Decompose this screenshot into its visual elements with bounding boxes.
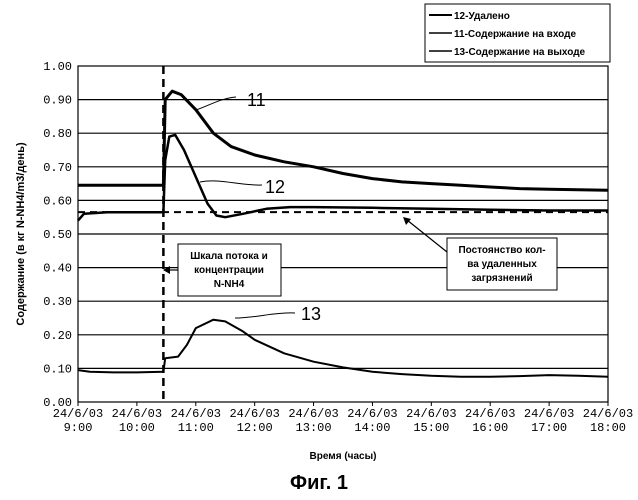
x-tick-time: 13:00: [296, 421, 332, 435]
annotation-constancy: Постоянство кол- ва удаленных загрязнени…: [403, 217, 557, 290]
x-tick-labels: 24/6/039:0024/6/0310:0024/6/0311:0024/6/…: [53, 402, 633, 435]
x-tick-time: 14:00: [354, 421, 390, 435]
x-tick-date: 24/6/03: [583, 407, 633, 421]
annotation-line: Шкала потока и: [190, 251, 268, 262]
x-tick-date: 24/6/03: [288, 407, 338, 421]
figure-caption: Фиг. 1: [0, 472, 638, 495]
annotation-line: Постоянство кол-: [458, 245, 545, 256]
y-tick-label: 0.20: [43, 329, 72, 343]
legend-entry-13: 13-Содержание на выходе: [454, 47, 586, 58]
x-tick-time: 9:00: [64, 421, 93, 435]
annotation-line: ва удаленных: [467, 259, 537, 270]
y-tick-label: 0.40: [43, 262, 72, 276]
annotation-line: загрязнений: [471, 273, 532, 284]
curve-label-12: 12: [200, 177, 285, 197]
y-tick-label: 0.80: [43, 127, 72, 141]
x-tick-time: 10:00: [119, 421, 155, 435]
x-tick-date: 24/6/03: [112, 407, 162, 421]
x-tick-time: 11:00: [178, 421, 214, 435]
legend-entry-12: 12-Удалено: [454, 11, 510, 22]
x-tick-time: 12:00: [237, 421, 273, 435]
x-tick-date: 24/6/03: [406, 407, 456, 421]
curve-label-13: 13: [235, 304, 321, 324]
legend: 12-Удалено 11-Содержание на входе 13-Сод…: [425, 4, 610, 62]
grid-lines: [78, 100, 608, 369]
series-line-12: [78, 135, 608, 221]
y-tick-label: 0.50: [43, 228, 72, 242]
x-tick-time: 15:00: [413, 421, 449, 435]
y-tick-label: 0.10: [43, 362, 72, 376]
svg-text:11: 11: [247, 90, 266, 110]
y-tick-label: 0.30: [43, 295, 72, 309]
y-tick-label: 0.60: [43, 194, 72, 208]
annotation-line: N-NH4: [214, 279, 245, 290]
y-tick-label: 0.70: [43, 161, 72, 175]
x-tick-time: 16:00: [472, 421, 508, 435]
x-tick-date: 24/6/03: [171, 407, 221, 421]
svg-text:12: 12: [265, 177, 285, 197]
y-tick-label: 1.00: [43, 60, 72, 74]
y-axis-label: Содержание (в кг N-NH4/m3/день): [15, 142, 27, 326]
y-tick-labels: 0.000.100.200.300.400.500.600.700.800.90…: [43, 60, 72, 410]
legend-entry-11: 11-Содержание на входе: [454, 29, 576, 40]
annotation-line: концентрации: [194, 265, 264, 276]
x-tick-time: 18:00: [590, 421, 626, 435]
x-axis-label: Время (часы): [310, 451, 377, 462]
x-tick-date: 24/6/03: [53, 407, 103, 421]
annotation-flow-scale: Шкала потока и концентрации N-NH4: [163, 244, 281, 296]
x-tick-date: 24/6/03: [347, 407, 397, 421]
y-tick-label: 0.90: [43, 94, 72, 108]
x-tick-date: 24/6/03: [465, 407, 515, 421]
x-tick-time: 17:00: [531, 421, 567, 435]
chart: 12-Удалено 11-Содержание на входе 13-Сод…: [0, 0, 638, 470]
svg-text:13: 13: [301, 304, 321, 324]
x-tick-date: 24/6/03: [524, 407, 574, 421]
x-tick-date: 24/6/03: [229, 407, 279, 421]
series-line-11: [78, 91, 608, 190]
